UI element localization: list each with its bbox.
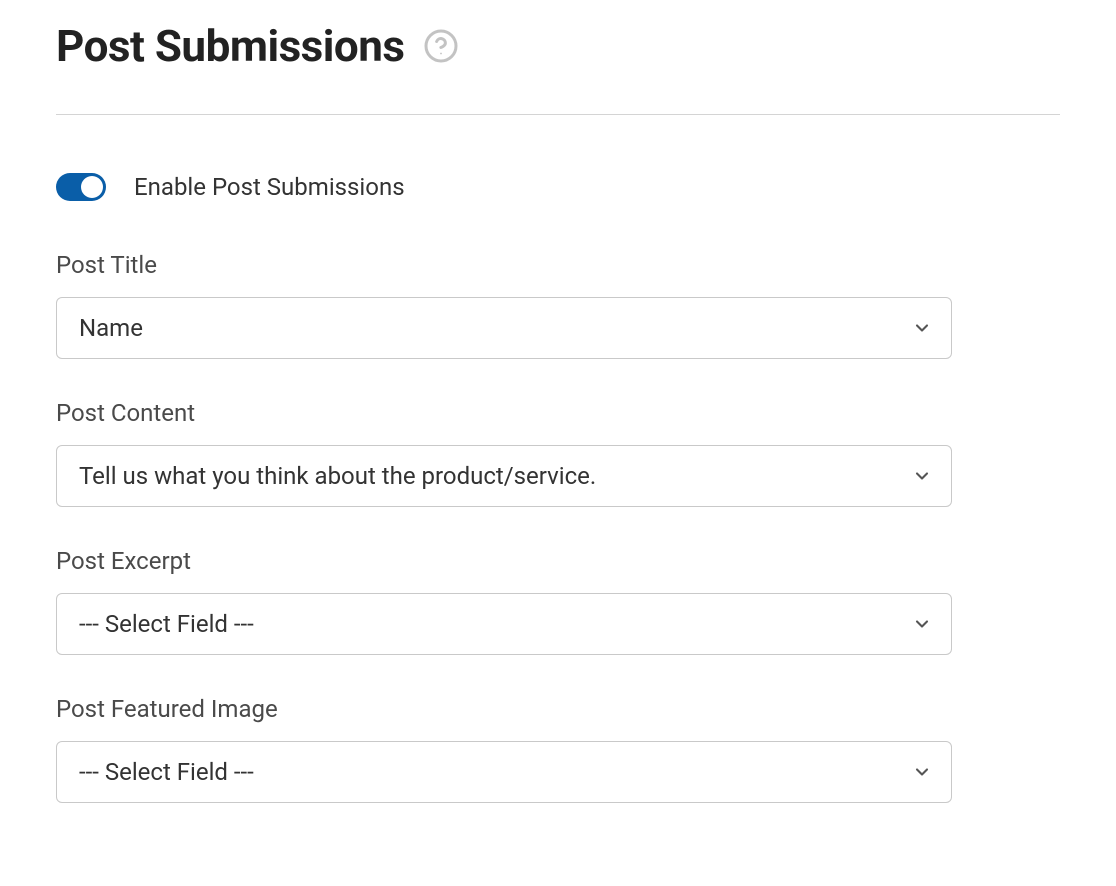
post-content-select-wrap: Tell us what you think about the product… bbox=[56, 445, 952, 507]
post-title-value: Name bbox=[79, 314, 143, 342]
post-featured-image-select[interactable]: --- Select Field --- bbox=[56, 741, 952, 803]
post-excerpt-select-wrap: --- Select Field --- bbox=[56, 593, 952, 655]
post-excerpt-label: Post Excerpt bbox=[56, 547, 1060, 575]
post-excerpt-value: --- Select Field --- bbox=[79, 610, 254, 638]
post-excerpt-select[interactable]: --- Select Field --- bbox=[56, 593, 952, 655]
post-featured-image-field: Post Featured Image --- Select Field --- bbox=[56, 695, 1060, 803]
post-title-select-wrap: Name bbox=[56, 297, 952, 359]
post-content-select[interactable]: Tell us what you think about the product… bbox=[56, 445, 952, 507]
post-featured-image-label: Post Featured Image bbox=[56, 695, 1060, 723]
post-content-field: Post Content Tell us what you think abou… bbox=[56, 399, 1060, 507]
post-excerpt-field: Post Excerpt --- Select Field --- bbox=[56, 547, 1060, 655]
header: Post Submissions bbox=[56, 20, 1060, 72]
post-featured-image-value: --- Select Field --- bbox=[79, 758, 254, 786]
enable-toggle-label: Enable Post Submissions bbox=[134, 173, 405, 201]
toggle-knob bbox=[81, 176, 103, 198]
enable-post-submissions-toggle[interactable] bbox=[56, 173, 106, 201]
post-featured-image-select-wrap: --- Select Field --- bbox=[56, 741, 952, 803]
page-title: Post Submissions bbox=[56, 20, 405, 72]
help-icon[interactable] bbox=[423, 28, 459, 64]
divider bbox=[56, 114, 1060, 115]
post-title-select[interactable]: Name bbox=[56, 297, 952, 359]
post-content-value: Tell us what you think about the product… bbox=[79, 462, 596, 490]
settings-panel: Post Submissions Enable Post Submissions… bbox=[0, 0, 1116, 803]
post-content-label: Post Content bbox=[56, 399, 1060, 427]
post-title-label: Post Title bbox=[56, 251, 1060, 279]
enable-toggle-row: Enable Post Submissions bbox=[56, 173, 1060, 201]
post-title-field: Post Title Name bbox=[56, 251, 1060, 359]
